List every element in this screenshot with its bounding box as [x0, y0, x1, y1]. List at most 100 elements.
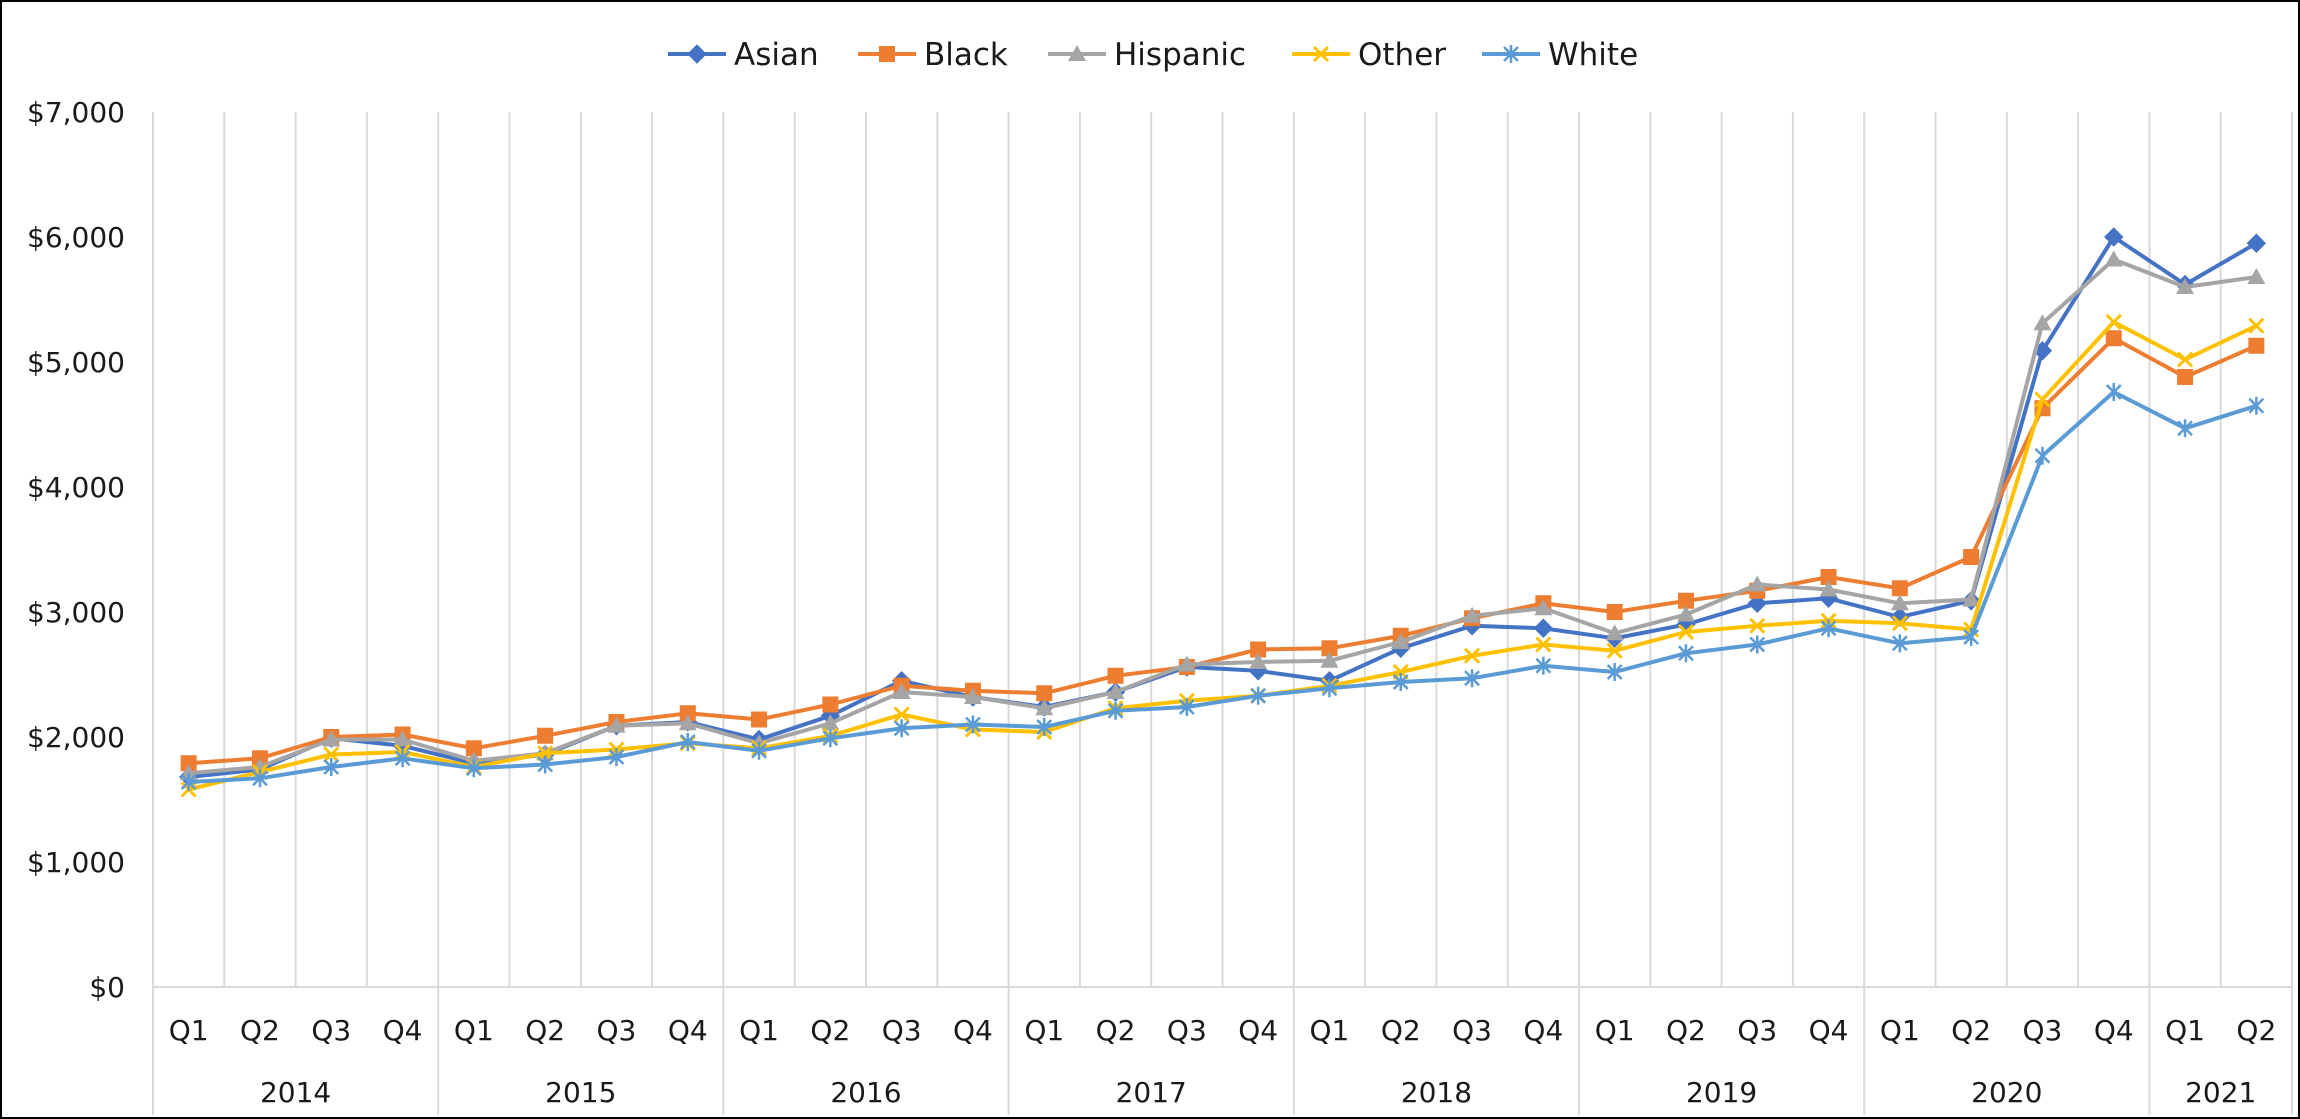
- data-point-other: [1749, 617, 1766, 634]
- series-line-black: [188, 336, 2258, 766]
- x-tick-label: Q4: [383, 1014, 423, 1047]
- data-point-hispanic: [963, 688, 982, 704]
- series-line-white: [188, 390, 2257, 784]
- y-tick-label: $3,000: [27, 596, 125, 629]
- data-point-black: [2177, 369, 2194, 385]
- data-point-black: [1321, 640, 1338, 657]
- data-point-white: [1606, 663, 1623, 681]
- data-point-white: [1891, 634, 1908, 653]
- data-point-white: [465, 759, 482, 778]
- x-group-label: 2021: [2185, 1076, 2256, 1109]
- data-point-hispanic: [2104, 250, 2123, 267]
- data-point-hispanic: [821, 714, 840, 731]
- legend-marker-other: [1312, 45, 1330, 63]
- series-line-other: [188, 320, 2258, 792]
- data-point-white: [394, 749, 411, 768]
- data-point-white: [180, 773, 197, 791]
- data-point-black: [1677, 592, 1694, 609]
- data-point-white: [2034, 446, 2051, 465]
- data-point-white: [323, 758, 340, 776]
- y-tick-label: $1,000: [27, 846, 125, 879]
- data-point-other: [323, 746, 340, 763]
- data-point-black: [1606, 604, 1623, 620]
- x-tick-label: Q2: [2236, 1014, 2276, 1047]
- data-point-hispanic: [1320, 651, 1339, 668]
- x-tick-label: Q1: [1595, 1014, 1635, 1047]
- x-tick-label: Q4: [1238, 1014, 1278, 1047]
- data-point-black: [1036, 685, 1053, 702]
- legend-label-hispanic: Hispanic: [1114, 37, 1246, 73]
- x-tick-label: Q1: [169, 1014, 209, 1047]
- data-point-white: [965, 715, 981, 734]
- data-point-hispanic: [322, 730, 341, 747]
- y-tick-label: $4,000: [27, 471, 125, 504]
- legend-marker-white: [1503, 45, 1519, 63]
- x-tick-label: Q2: [240, 1014, 280, 1047]
- x-tick-label: Q3: [1737, 1014, 1777, 1047]
- x-tick-label: Q1: [2165, 1014, 2205, 1047]
- data-point-asian: [1533, 618, 1554, 638]
- data-point-hispanic: [2033, 314, 2052, 331]
- data-point-black: [1250, 641, 1267, 658]
- x-tick-label: Q4: [1809, 1014, 1849, 1047]
- legend-item-white: White: [1482, 37, 1638, 73]
- data-point-black: [1107, 667, 1124, 684]
- data-point-black: [2248, 337, 2265, 354]
- data-point-black: [822, 696, 839, 713]
- data-point-hispanic: [1463, 606, 1482, 623]
- data-point-hispanic: [1249, 653, 1268, 669]
- series-lines: [178, 227, 2267, 798]
- data-point-other: [2176, 351, 2194, 368]
- data-point-hispanic: [1391, 633, 1410, 649]
- data-point-white: [893, 719, 910, 738]
- legend-item-hispanic: Hispanic: [1048, 37, 1246, 73]
- data-point-white: [1963, 628, 1980, 646]
- x-tick-label: Q2: [525, 1014, 565, 1047]
- legend-marker-hispanic: [1068, 45, 1086, 61]
- data-point-hispanic: [2176, 278, 2195, 294]
- legend-marker-black: [879, 46, 895, 62]
- data-point-asian: [2104, 227, 2124, 247]
- data-point-hispanic: [892, 683, 911, 699]
- data-point-white: [252, 769, 268, 788]
- x-tick-label: Q3: [2023, 1014, 2063, 1047]
- data-point-white: [1250, 686, 1267, 705]
- x-group-label: 2015: [545, 1076, 616, 1109]
- x-tick-label: Q1: [739, 1014, 779, 1047]
- data-point-black: [537, 727, 554, 744]
- data-point-black: [180, 755, 197, 772]
- data-point-white: [751, 741, 767, 760]
- data-point-other: [1677, 623, 1695, 641]
- data-point-hispanic: [1890, 594, 1909, 611]
- legend-item-other: Other: [1292, 37, 1446, 73]
- data-point-black: [751, 711, 768, 728]
- y-tick-label: $2,000: [27, 721, 125, 754]
- data-point-white: [822, 729, 839, 748]
- data-point-other: [2105, 313, 2122, 331]
- gridlines: [152, 112, 2293, 987]
- x-group-label: 2017: [1116, 1076, 1187, 1109]
- data-point-other: [1891, 615, 1908, 632]
- data-point-white: [1820, 619, 1837, 638]
- data-point-white: [679, 733, 696, 751]
- legend-item-black: Black: [858, 37, 1008, 73]
- x-tick-label: Q4: [2094, 1014, 2134, 1047]
- x-group-label: 2020: [1971, 1076, 2042, 1109]
- x-tick-label: Q2: [1666, 1014, 1706, 1047]
- x-tick-label: Q2: [810, 1014, 850, 1047]
- data-point-white: [1036, 718, 1053, 736]
- x-tick-label: Q3: [882, 1014, 922, 1047]
- data-point-white: [2248, 396, 2265, 415]
- data-point-hispanic: [2247, 268, 2266, 284]
- y-tick-label: $6,000: [27, 221, 125, 254]
- data-point-white: [608, 748, 625, 766]
- data-point-white: [1535, 656, 1552, 675]
- y-tick-label: $5,000: [27, 346, 125, 379]
- legend: Asian Black Hispanic Other White: [668, 37, 1638, 73]
- data-point-hispanic: [1605, 624, 1624, 641]
- data-point-white: [1392, 673, 1409, 691]
- data-point-black: [465, 740, 482, 757]
- x-tick-label: Q1: [1880, 1014, 1920, 1047]
- data-point-hispanic: [1819, 580, 1838, 597]
